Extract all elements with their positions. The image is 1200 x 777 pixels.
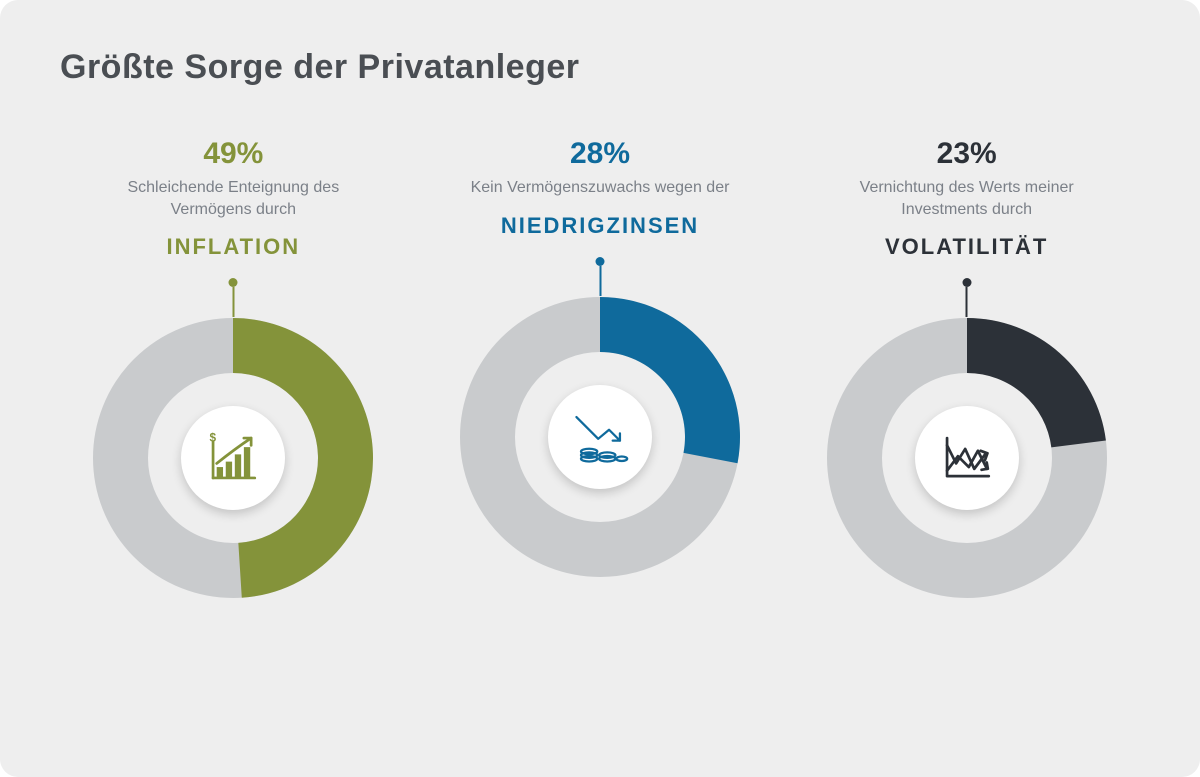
concern-desc: Schleichende Enteignung des Vermögens du… — [103, 177, 363, 220]
donut-center-icon — [915, 406, 1019, 510]
donut-wrap: $ — [83, 278, 383, 618]
concern-item-1: 28% Kein Vermögenszuwachs wegen der NIED… — [427, 137, 774, 618]
concern-desc: Kein Vermögenszuwachs wegen der — [471, 177, 730, 199]
donut-stem — [962, 278, 971, 317]
donut-wrap — [450, 257, 750, 597]
concern-keyword: VOLATILITÄT — [885, 234, 1048, 260]
pct-label: 23% — [937, 137, 997, 171]
donut-center-icon: $ — [181, 406, 285, 510]
donut-wrap — [817, 278, 1117, 618]
concern-desc: Vernichtung des Werts meiner Investments… — [837, 177, 1097, 220]
concern-item-0: 49% Schleichende Enteignung des Vermögen… — [60, 137, 407, 618]
infographic-card: Größte Sorge der Privatanleger 49% Schle… — [0, 0, 1200, 777]
donut-stem — [596, 257, 605, 296]
pct-label: 28% — [570, 137, 630, 171]
svg-text:$: $ — [210, 432, 217, 445]
donut-row: 49% Schleichende Enteignung des Vermögen… — [60, 137, 1140, 618]
donut-center-icon — [548, 385, 652, 489]
page-title: Größte Sorge der Privatanleger — [60, 48, 1140, 87]
pct-label: 49% — [203, 137, 263, 171]
concern-keyword: INFLATION — [166, 234, 300, 260]
concern-keyword: NIEDRIGZINSEN — [501, 213, 699, 239]
concern-item-2: 23% Vernichtung des Werts meiner Investm… — [793, 137, 1140, 618]
donut-stem — [229, 278, 238, 317]
